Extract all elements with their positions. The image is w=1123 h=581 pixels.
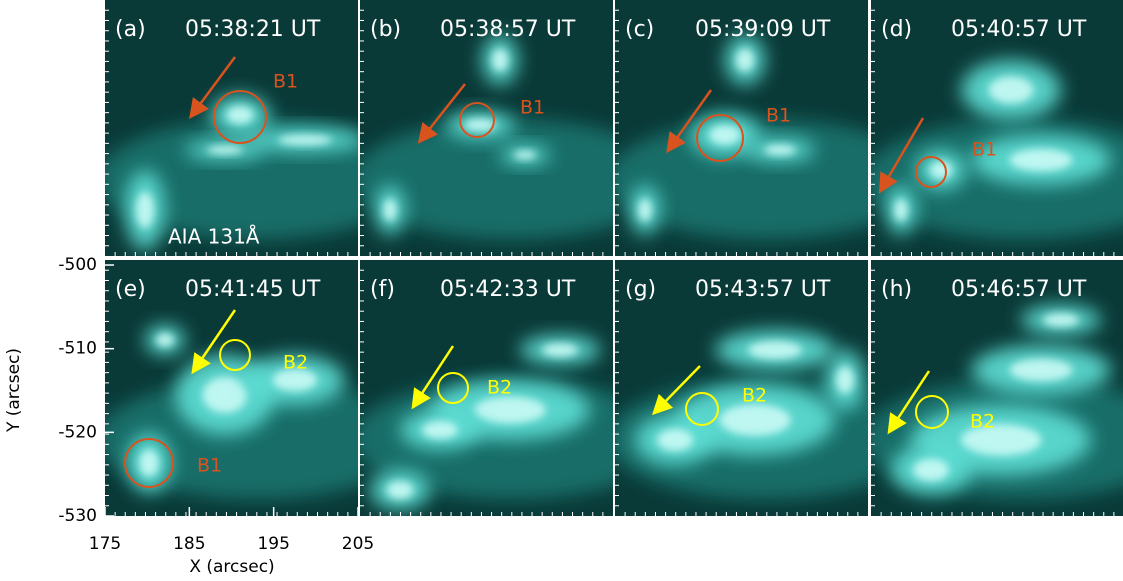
panel-label: (g) [625, 277, 656, 302]
marker-label: B1 [197, 455, 222, 477]
panel-label: (b) [370, 17, 401, 42]
panel-time: 05:42:33 UT [440, 277, 576, 302]
emission-core [139, 450, 159, 477]
panel-label: (c) [625, 17, 654, 42]
emission-core [736, 49, 754, 72]
panel-label: (e) [115, 277, 146, 302]
emission-core [719, 404, 791, 436]
panel-time: 05:38:57 UT [440, 17, 576, 42]
panel-label: (h) [881, 277, 912, 302]
panel-label: (a) [115, 17, 146, 42]
emission-core [913, 459, 949, 482]
emission-core [1043, 313, 1079, 327]
emission-core [894, 199, 908, 222]
emission-core [709, 125, 741, 145]
marker-label: B2 [742, 385, 767, 407]
panel-label: (d) [881, 17, 912, 42]
panel-time: 05:41:45 UT [185, 277, 321, 302]
panel-time: 05:39:09 UT [695, 17, 831, 42]
x-axis-label: X (arcsec) [189, 557, 274, 577]
panel: (h) 05:46:57 UT B2 [863, 260, 1123, 516]
marker-label: B1 [972, 139, 997, 161]
figure: (a) 05:38:21 UT B1 (b) 05:38:57 UT B1 (c) 05:39… [0, 0, 1123, 581]
panel-time: 05:40:57 UT [951, 17, 1087, 42]
emission-core [836, 367, 854, 394]
instrument-label: AIA 131Å [168, 225, 260, 249]
emission-core [422, 421, 458, 439]
y-axis-label: Y (arcsec) [4, 348, 24, 433]
emission-core [930, 161, 953, 179]
emission-core [387, 481, 414, 499]
emission-core [156, 333, 174, 347]
marker-label: B2 [283, 352, 308, 374]
panel-time: 05:43:57 UT [695, 277, 831, 302]
emission-core [657, 429, 693, 452]
emission-core [542, 343, 578, 357]
panel-time: 05:38:21 UT [185, 17, 321, 42]
emission-core [207, 146, 243, 155]
emission-core [474, 397, 546, 424]
panel-label: (f) [370, 277, 395, 302]
emission-core [764, 145, 796, 156]
emission-core [1010, 359, 1073, 382]
x-tick-label: 205 [342, 534, 374, 554]
emission-core [383, 199, 397, 222]
emission-core [492, 49, 508, 72]
emission-core [638, 199, 652, 222]
x-tick-label: 195 [257, 534, 289, 554]
y-tick-label: -530 [58, 506, 97, 526]
marker-label: B2 [970, 411, 995, 433]
emission-core [514, 151, 537, 160]
marker-label: B1 [520, 97, 545, 119]
emission-core [203, 377, 248, 413]
marker-label: B2 [487, 377, 512, 399]
x-tick-label: 185 [173, 534, 205, 554]
emission-core [748, 341, 802, 359]
panel-time: 05:46:57 UT [951, 277, 1087, 302]
y-tick-label: -500 [58, 255, 97, 275]
emission-core [278, 135, 332, 146]
panel: (d) 05:40:57 UT B1 [863, 0, 1123, 256]
y-tick-label: -510 [58, 339, 97, 359]
marker-label: B1 [273, 71, 298, 93]
emission-core [227, 106, 254, 124]
emission-core [136, 192, 154, 228]
emission-core [1010, 149, 1073, 172]
emission-core [989, 77, 1034, 104]
x-tick-label: 175 [89, 534, 121, 554]
marker-label: B1 [766, 105, 791, 127]
y-tick-label: -520 [58, 422, 97, 442]
